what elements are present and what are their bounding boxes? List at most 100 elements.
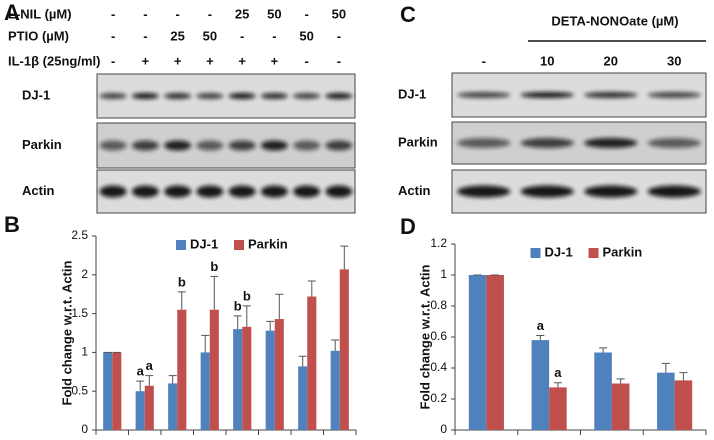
lane-label: 50	[203, 28, 217, 43]
bar	[468, 275, 487, 430]
band	[520, 138, 574, 148]
lane-label: 25	[170, 28, 184, 43]
band	[584, 92, 638, 98]
band	[647, 185, 701, 198]
error-bar	[210, 275, 219, 310]
panel-label: C	[400, 2, 416, 27]
legend-label: Parkin	[248, 236, 288, 251]
band	[457, 92, 511, 98]
lane-label: -	[272, 28, 276, 43]
band	[228, 140, 256, 151]
blot-row-label: DJ-1	[22, 87, 50, 102]
annotation: a	[554, 365, 562, 380]
bar	[112, 352, 122, 430]
annotation: b	[234, 298, 242, 313]
error-bar	[266, 320, 275, 331]
condition-label: L-NIL (µM)	[8, 6, 72, 21]
band	[293, 140, 321, 151]
lane-label: 20	[604, 53, 618, 68]
blot-row-label: DJ-1	[398, 86, 426, 101]
error-bar	[661, 362, 670, 373]
band	[325, 185, 353, 198]
y-tick-label: 0.6	[430, 329, 447, 343]
legend-swatch	[588, 248, 599, 258]
lane-label: 30	[667, 53, 681, 68]
bar	[339, 269, 349, 430]
y-tick-label: 0	[440, 422, 447, 436]
band	[457, 185, 511, 198]
annotation: b	[210, 259, 218, 274]
bar	[274, 319, 284, 430]
error-bar	[242, 305, 251, 327]
band	[228, 185, 256, 198]
lane-label: 25	[235, 6, 249, 21]
error-bar	[340, 245, 349, 270]
panel-label: A	[4, 0, 20, 25]
band	[260, 140, 288, 151]
bar	[549, 387, 567, 430]
band	[164, 93, 192, 99]
legend-label: Parkin	[603, 244, 643, 259]
bar	[177, 309, 187, 430]
annotation: a	[537, 318, 545, 333]
annotation: a	[146, 358, 154, 373]
bar	[298, 366, 308, 430]
legend-swatch	[530, 248, 541, 258]
band	[131, 185, 159, 198]
bar	[674, 380, 693, 430]
band	[260, 93, 288, 99]
band	[196, 185, 224, 198]
band	[584, 138, 638, 148]
bar	[209, 309, 219, 430]
error-bar	[275, 293, 284, 320]
error-bar	[616, 378, 625, 384]
band	[293, 93, 321, 99]
y-tick-label: 0.5	[71, 383, 88, 397]
bar	[611, 383, 630, 430]
bar	[200, 352, 210, 430]
y-tick-label: 2	[81, 267, 88, 281]
error-bar	[307, 280, 316, 297]
bar	[330, 350, 340, 430]
error-bar	[145, 375, 154, 386]
bar	[233, 329, 243, 430]
lane-label: -	[240, 28, 244, 43]
y-tick-label: 1.2	[430, 236, 447, 250]
lane-label: -	[111, 53, 115, 68]
error-bar	[599, 347, 608, 353]
error-bar	[177, 291, 186, 310]
legend-swatch	[234, 240, 244, 250]
lane-label: 10	[540, 53, 554, 68]
y-tick-label: 1	[81, 345, 88, 359]
band	[520, 92, 574, 98]
band	[228, 93, 256, 99]
band	[325, 140, 353, 151]
band	[260, 185, 288, 198]
lane-label: -	[304, 53, 308, 68]
lane-label: 50	[299, 28, 313, 43]
condition-label: IL-1β (25ng/ml)	[8, 53, 100, 68]
blot-row-label: Parkin	[398, 134, 438, 149]
band	[99, 93, 127, 99]
annotation: b	[178, 274, 186, 289]
band	[647, 138, 701, 148]
y-tick-label: 0.4	[430, 360, 447, 374]
legend-label: DJ-1	[545, 244, 573, 259]
annotation: b	[243, 288, 251, 303]
bar	[144, 385, 154, 430]
legend-label: DJ-1	[190, 236, 218, 251]
bar	[265, 330, 275, 430]
error-bar	[679, 372, 688, 381]
band	[164, 140, 192, 151]
band	[196, 140, 224, 151]
y-axis-label: Fold change w.r.t. Actin	[59, 260, 74, 405]
error-bar	[136, 380, 145, 392]
band	[131, 140, 159, 151]
band	[99, 185, 127, 198]
error-bar	[298, 355, 307, 367]
blot-row-label: Parkin	[22, 137, 62, 152]
lane-label: -	[208, 6, 212, 21]
band	[647, 92, 701, 98]
lane-label: 50	[332, 6, 346, 21]
y-tick-label: 0	[81, 422, 88, 436]
